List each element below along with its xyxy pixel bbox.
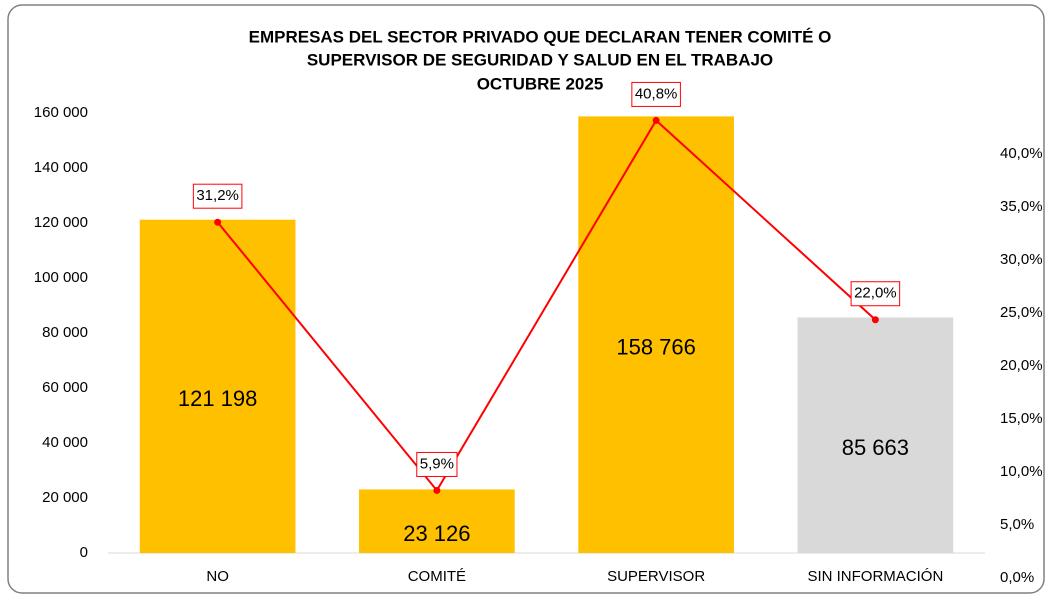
line-marker bbox=[871, 316, 879, 324]
y2-tick-label: 40,0% bbox=[1000, 145, 1043, 162]
y2-tick-label: 0,0% bbox=[1000, 569, 1034, 586]
line bbox=[216, 118, 877, 493]
line-marker bbox=[433, 486, 441, 494]
bar bbox=[359, 489, 515, 553]
y2-tick-label: 30,0% bbox=[1000, 251, 1043, 268]
chart-title: EMPRESAS DEL SECTOR PRIVADO QUE DECLARAN… bbox=[249, 27, 832, 46]
y-tick-label: 160 000 bbox=[34, 104, 88, 121]
x-tick-label: SIN INFORMACIÓN bbox=[807, 568, 943, 585]
y2-tick-label: 20,0% bbox=[1000, 357, 1043, 374]
data-label-box bbox=[631, 81, 681, 107]
bar-value-label: 158 766 bbox=[616, 335, 696, 360]
data-label-box bbox=[416, 451, 458, 477]
bar-value-label: 23 126 bbox=[403, 521, 470, 546]
y-tick-label: 80 000 bbox=[42, 324, 88, 341]
y-tick-label: 120 000 bbox=[34, 214, 88, 231]
x-tick-label: SUPERVISOR bbox=[607, 568, 705, 585]
y2-tick-label: 25,0% bbox=[1000, 304, 1043, 321]
data-label-box bbox=[850, 281, 901, 307]
line-marker bbox=[652, 116, 660, 124]
data-label-box bbox=[192, 183, 243, 209]
y2-tick-label: 5,0% bbox=[1000, 516, 1034, 533]
chart-title: SUPERVISOR DE SEGURIDAD Y SALUD EN EL TR… bbox=[307, 50, 773, 69]
line-value-label: 31,2% bbox=[196, 187, 239, 204]
chart-title: OCTUBRE 2025 bbox=[477, 74, 604, 93]
y2-tick-label: 10,0% bbox=[1000, 463, 1043, 480]
y2-tick-label: 15,0% bbox=[1000, 410, 1043, 427]
bar-value-label: 85 663 bbox=[842, 435, 909, 460]
y-tick-label: 60 000 bbox=[42, 379, 88, 396]
x-tick-label: NO bbox=[206, 568, 229, 585]
bar bbox=[578, 116, 734, 554]
line-marker bbox=[214, 218, 222, 226]
line-value-label: 5,9% bbox=[420, 455, 454, 472]
y2-tick-label: 35,0% bbox=[1000, 198, 1043, 215]
y-tick-label: 20 000 bbox=[42, 489, 88, 506]
y-tick-label: 0 bbox=[80, 544, 88, 561]
y-tick-label: 140 000 bbox=[34, 159, 88, 176]
line-value-label: 22,0% bbox=[854, 285, 897, 302]
x-tick-label: COMITÉ bbox=[408, 568, 466, 585]
y-tick-label: 40 000 bbox=[42, 434, 88, 451]
bar bbox=[797, 317, 954, 553]
line-value-label: 40,8% bbox=[635, 85, 678, 102]
bar-value-label: 121 198 bbox=[178, 386, 258, 411]
bar bbox=[139, 219, 296, 553]
y-tick-label: 100 000 bbox=[34, 269, 88, 286]
